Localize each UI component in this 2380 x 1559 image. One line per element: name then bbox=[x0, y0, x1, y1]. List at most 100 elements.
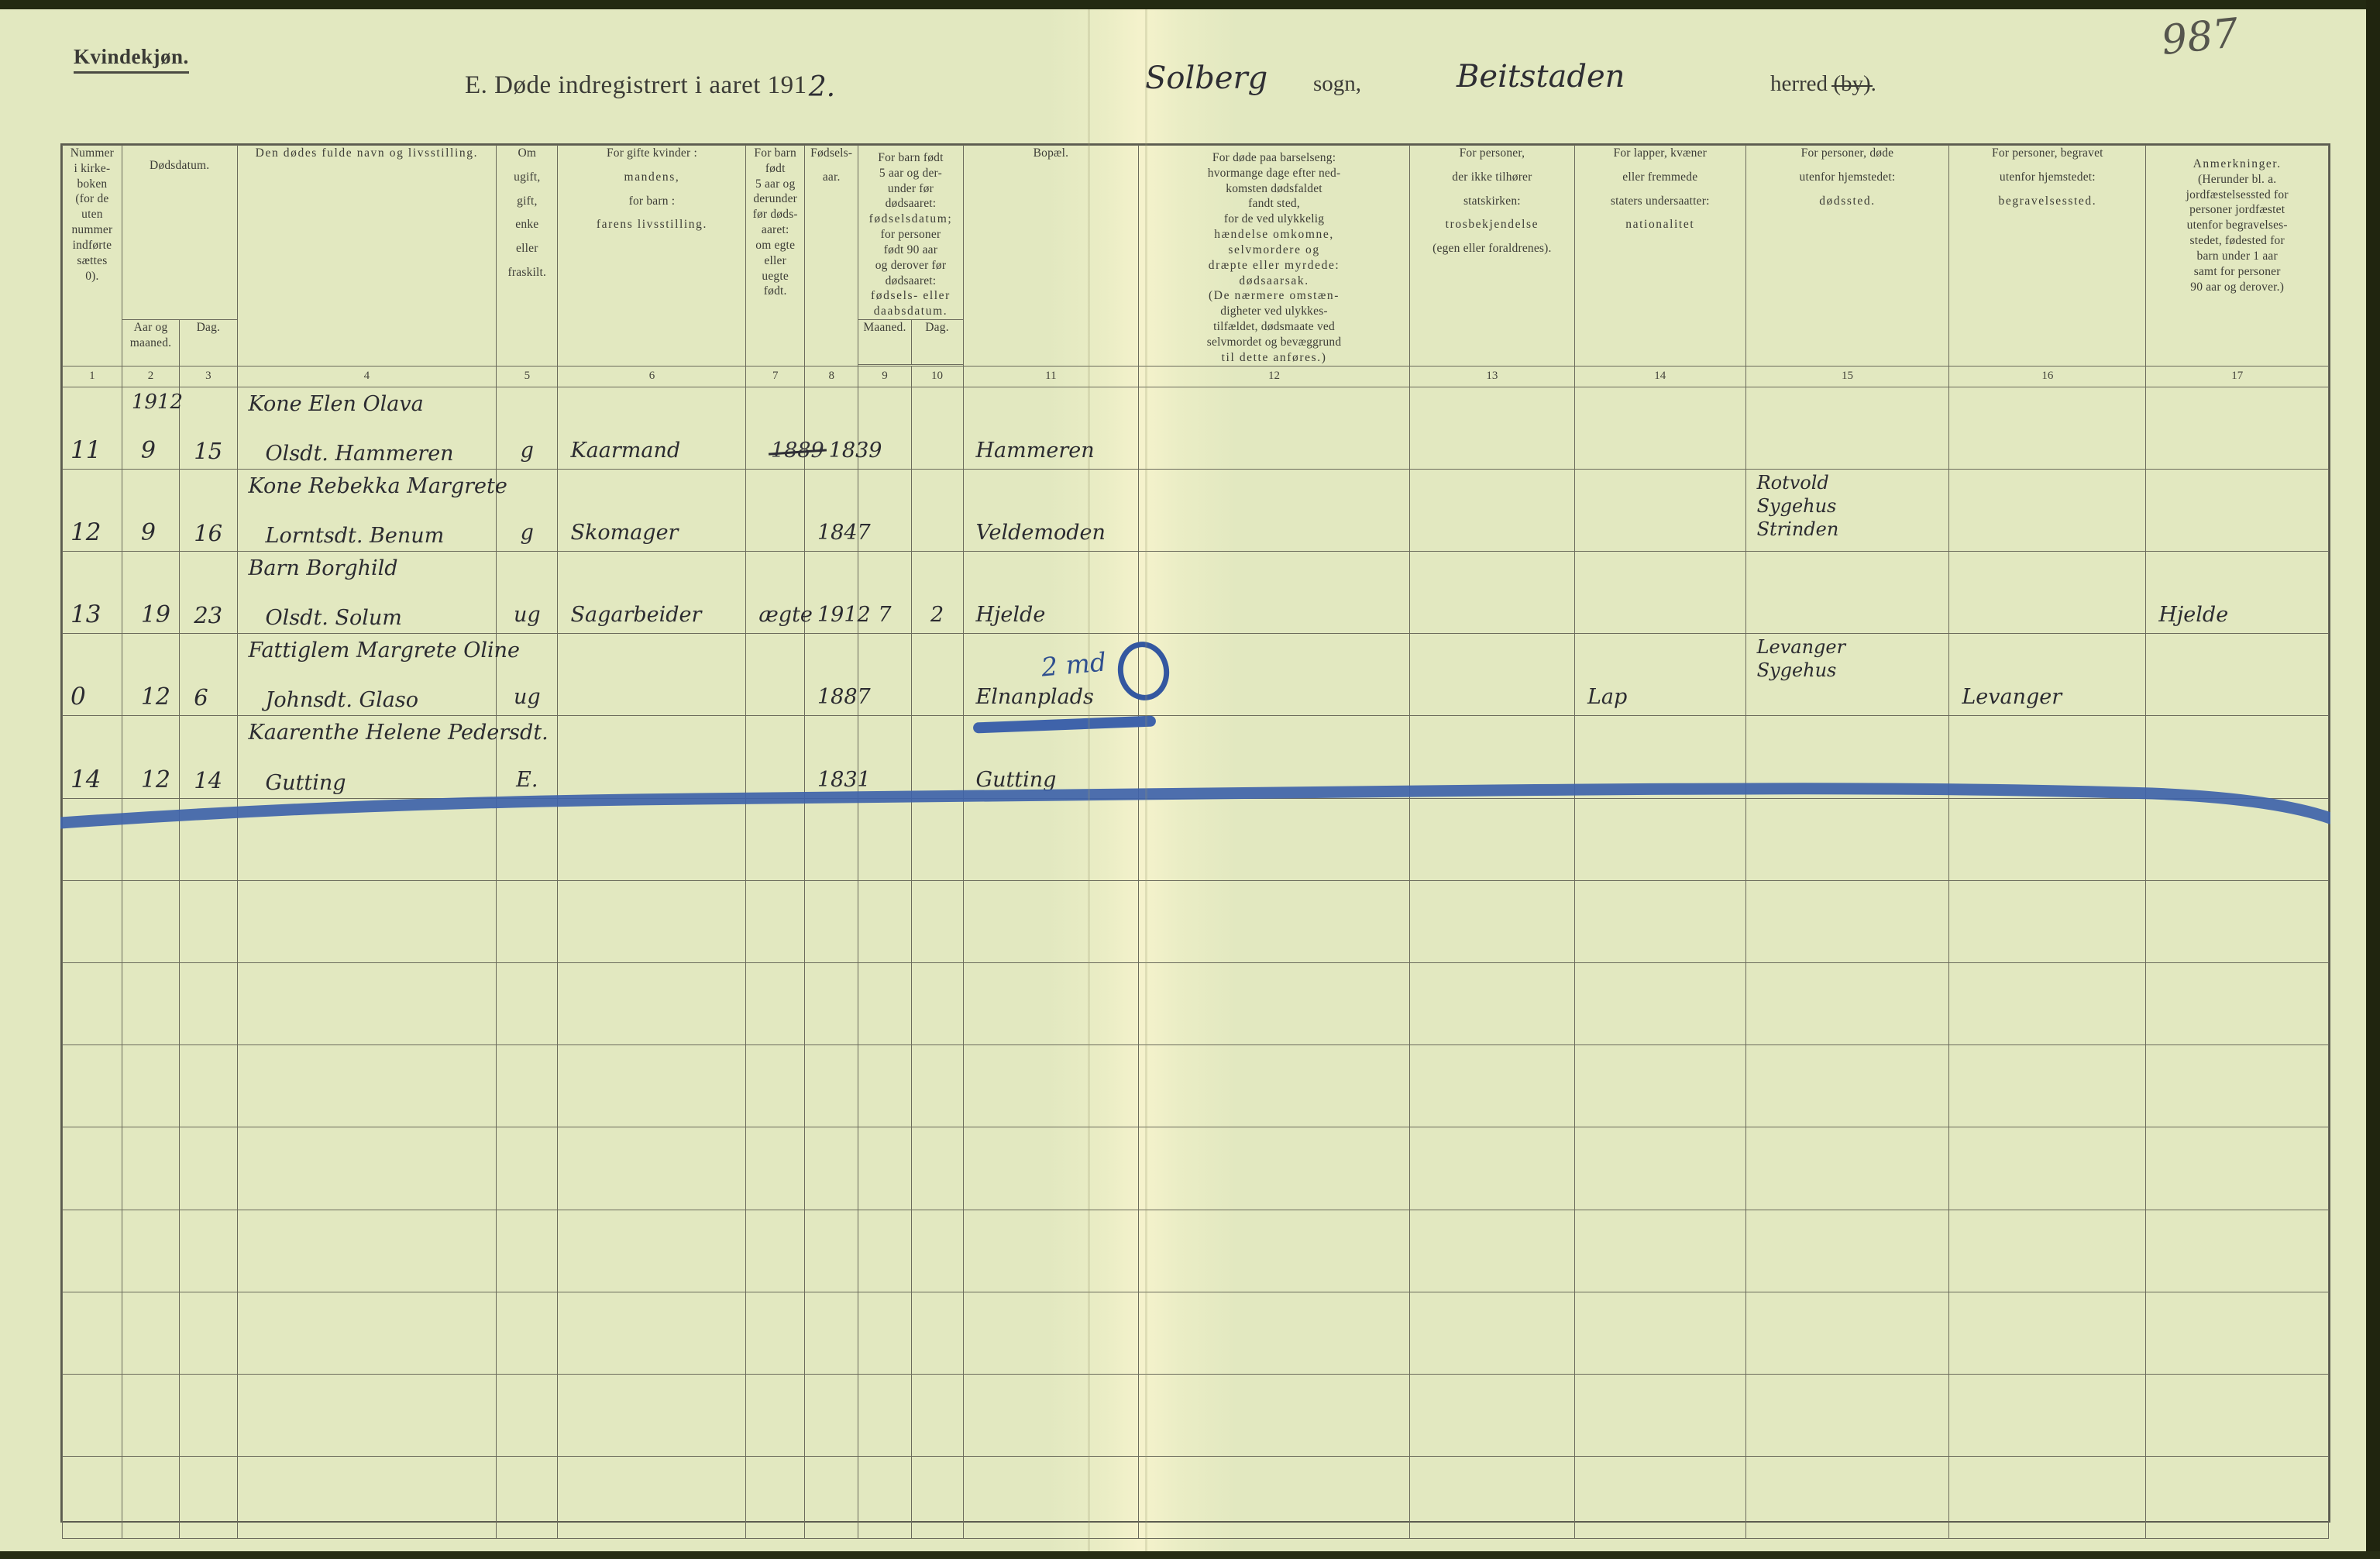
cell-birth-year: 1887 bbox=[803, 633, 871, 717]
cell-place-of-burial bbox=[1948, 468, 2147, 552]
cell-blank bbox=[1948, 962, 2147, 1046]
th-birth-month: Maaned. bbox=[858, 319, 912, 366]
cell-blank bbox=[1573, 1044, 1746, 1128]
th-line: For døde paa barselseng: bbox=[1212, 151, 1336, 164]
cell-blank bbox=[1948, 1209, 2147, 1292]
th-line: uegte bbox=[762, 269, 789, 283]
cell-blank bbox=[745, 962, 805, 1046]
cell-blank bbox=[858, 1044, 912, 1128]
cell-church-number: 12 bbox=[62, 468, 122, 552]
cell-legitimacy: ægte bbox=[745, 550, 813, 635]
cell-marital-status: g bbox=[496, 468, 559, 552]
cell-residence: Elnanplads bbox=[962, 633, 1140, 717]
value-name-line1: Kone Rebekka Margrete bbox=[248, 473, 507, 498]
value-death-day: 15 bbox=[194, 437, 223, 464]
page-title-printed: E. Døde indregistrert i aaret 191 bbox=[465, 71, 807, 99]
th-line: staters undersaatter: bbox=[1610, 194, 1710, 208]
th-line: komsten dødsfaldet bbox=[1226, 181, 1322, 195]
cell-residence: Hammeren bbox=[962, 386, 1140, 470]
cell-blank bbox=[121, 1044, 181, 1128]
value-church-number: 0 bbox=[71, 683, 86, 711]
th-line: ugift, bbox=[514, 170, 541, 184]
th-line: til dette anføres.) bbox=[1221, 350, 1327, 364]
value-marital-status: E. bbox=[516, 767, 538, 792]
th-line: for personer bbox=[880, 228, 941, 242]
cell-birth-year: 1847 bbox=[803, 468, 871, 552]
value-residence: Veldemoden bbox=[975, 521, 1106, 545]
table-row-blank bbox=[62, 1456, 2329, 1540]
colnum-2: 2 bbox=[121, 365, 181, 387]
cell-blank bbox=[121, 879, 181, 964]
cell-blank bbox=[236, 1044, 497, 1128]
colnum-11: 11 bbox=[962, 365, 1140, 387]
cell-blank bbox=[962, 1456, 1140, 1540]
th-line: fraskilt. bbox=[507, 266, 547, 280]
th-line: indførte bbox=[72, 238, 112, 252]
colnum-15: 15 bbox=[1745, 365, 1950, 387]
table-row-blank bbox=[62, 797, 2329, 881]
cell-blank bbox=[236, 1127, 497, 1210]
cell-birth-day: 2 bbox=[910, 550, 964, 635]
th-marital-status: Om ugift, gift, enke eller fraskilt. bbox=[496, 145, 559, 367]
cell-blank bbox=[557, 1456, 747, 1540]
value-death-month: 19 bbox=[140, 601, 171, 629]
cell-blank bbox=[121, 962, 181, 1046]
cell-blank bbox=[1745, 1291, 1950, 1375]
th-birth-year: Fødsels- aar. bbox=[803, 145, 859, 367]
cell-blank bbox=[1573, 1209, 1746, 1292]
value-residence: Gutting bbox=[975, 767, 1057, 792]
table-row-blank bbox=[62, 1291, 2329, 1375]
cell-blank bbox=[1408, 1209, 1575, 1292]
table-row: 12 9 16 Kone Rebekka Margrete Lorntsdt. Benu… bbox=[62, 468, 2329, 552]
th-line: utenfor begravelses- bbox=[2186, 219, 2288, 232]
cell-blank bbox=[496, 1044, 559, 1128]
cell-residence: Veldemoden bbox=[962, 468, 1140, 552]
th-line: enke bbox=[515, 218, 539, 232]
th-line: For personer, bbox=[1459, 146, 1525, 160]
cell-birth-day bbox=[910, 715, 964, 799]
cell-blank bbox=[910, 962, 964, 1046]
cell-death-year-month: 1912 9 bbox=[121, 386, 183, 470]
cell-blank bbox=[745, 879, 805, 964]
cell-blank bbox=[236, 1291, 497, 1375]
cell-blank bbox=[962, 1044, 1140, 1128]
cell-faith bbox=[1408, 468, 1575, 552]
th-line: boken bbox=[77, 177, 108, 191]
cell-birth-year: 1912 bbox=[803, 550, 871, 635]
th-line: i kirke- bbox=[74, 161, 111, 175]
cell-blank bbox=[1138, 1044, 1410, 1128]
value-name-line1: Kone Elen Olava bbox=[248, 391, 424, 416]
colnum-16: 16 bbox=[1948, 365, 2147, 387]
th-line: For personer, begravet bbox=[1992, 146, 2103, 160]
cell-blank bbox=[858, 879, 912, 964]
value-place-of-burial: Levanger bbox=[1962, 685, 2062, 710]
cell-cause-of-death bbox=[1138, 715, 1410, 799]
th-line: selvmordet og bevæggrund bbox=[1206, 335, 1342, 349]
cell-blank bbox=[910, 1456, 964, 1540]
th-line: om egte bbox=[755, 238, 796, 252]
cell-blank bbox=[745, 797, 805, 881]
th-line: For gifte kvinder : bbox=[606, 146, 697, 160]
colnum-9: 9 bbox=[858, 365, 912, 387]
cell-blank bbox=[803, 1209, 859, 1292]
th-line: eller fremmede bbox=[1622, 170, 1698, 184]
page-number-handwritten: 987 bbox=[2159, 9, 2241, 65]
th-line: For barn bbox=[754, 146, 796, 160]
cell-blank bbox=[557, 797, 747, 881]
value-husband-occupation: Kaarmand bbox=[570, 438, 681, 463]
parish-label: sogn, bbox=[1313, 71, 1362, 96]
value-death-month: 12 bbox=[140, 766, 171, 793]
cell-blank bbox=[910, 1291, 964, 1375]
district-label-text: herred bbox=[1770, 71, 1834, 96]
cell-death-day: 23 bbox=[179, 550, 238, 635]
cell-blank bbox=[858, 1291, 912, 1375]
cell-blank bbox=[1745, 879, 1950, 964]
th-line: (De nærmere omstæn- bbox=[1209, 289, 1340, 303]
cell-blank bbox=[1408, 962, 1575, 1046]
cell-blank bbox=[121, 797, 181, 881]
th-line: eller bbox=[764, 253, 786, 267]
colnum-5: 5 bbox=[496, 365, 559, 387]
cell-blank bbox=[803, 879, 859, 964]
table-head: Nummer i kirke- boken (for de uten numme… bbox=[62, 144, 2329, 387]
cell-blank bbox=[236, 879, 497, 964]
